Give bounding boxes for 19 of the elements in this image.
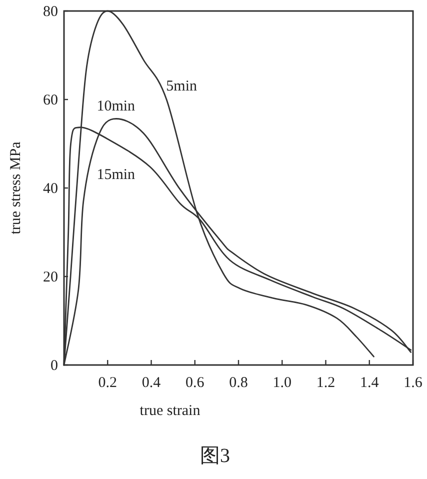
series-label: 10min — [96, 98, 136, 115]
series-label: 15min — [96, 167, 136, 184]
x-tick-label: 1.4 — [360, 375, 380, 391]
x-tick-label: 1.0 — [272, 375, 292, 391]
y-axis-title: true stress MPa — [8, 141, 24, 234]
y-tick-label: 80 — [43, 4, 58, 20]
y-tick-label: 0 — [50, 358, 58, 374]
y-tick-label: 20 — [43, 270, 58, 286]
x-tick-label: 0.4 — [142, 375, 162, 391]
caption: 图3 — [200, 445, 230, 467]
x-tick-label: 0.2 — [98, 375, 117, 391]
series-label: 5min — [166, 78, 198, 95]
x-tick-label: 1.2 — [316, 375, 336, 391]
x-axis-title: true strain — [140, 403, 201, 419]
y-tick-label: 60 — [43, 92, 58, 108]
x-tick-label: 0.8 — [229, 375, 248, 391]
y-tick-label: 40 — [43, 181, 58, 197]
x-tick-label: 1.6 — [404, 375, 423, 391]
x-tick-label: 0.6 — [186, 375, 205, 391]
